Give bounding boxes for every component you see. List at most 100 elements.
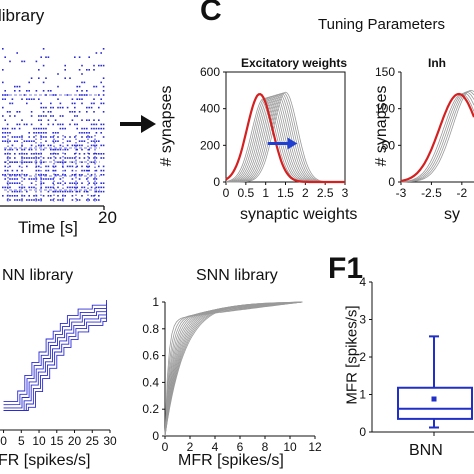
raster-spike	[42, 148, 45, 151]
raster-spike	[59, 157, 62, 159]
raster-spike	[95, 190, 98, 193]
inh-xtick-label: -2.5	[421, 186, 442, 200]
raster-spike	[69, 77, 71, 79]
raster-spike	[40, 115, 42, 117]
raster-spike	[76, 98, 78, 100]
raster-spike	[71, 98, 74, 100]
raster-spike	[2, 132, 4, 134]
raster-spike	[86, 132, 88, 134]
raster-spike	[30, 199, 33, 201]
raster-spike	[71, 178, 74, 180]
raster-spike	[11, 148, 14, 151]
raster-spike	[11, 161, 14, 163]
raster-spike	[59, 148, 62, 151]
raster-spike	[88, 182, 90, 184]
raster-spike	[9, 148, 11, 151]
raster-spike	[78, 153, 81, 155]
raster-spike	[76, 190, 78, 193]
raster-spike	[6, 123, 9, 126]
raster-spike	[74, 56, 76, 58]
raster-spike	[6, 132, 9, 134]
raster-spike	[2, 186, 4, 189]
raster-spike	[23, 148, 26, 151]
snn-cdf-curve	[164, 301, 303, 437]
raster-spike	[16, 169, 18, 172]
raster-spike	[42, 127, 45, 130]
raster-spike	[47, 165, 50, 168]
raster-spike	[93, 153, 95, 155]
raster-spike	[69, 157, 71, 159]
bnn-cdf-curve	[3, 309, 107, 411]
exc-xtick-label: 0.5	[237, 186, 254, 200]
raster-spike	[21, 60, 23, 63]
raster-spike	[88, 56, 90, 58]
raster-spike	[100, 132, 102, 134]
raster-spike	[71, 102, 74, 105]
raster-spike	[78, 144, 81, 147]
raster-spike	[4, 119, 6, 121]
raster-spike	[62, 106, 64, 109]
bnn-cdf-curve	[3, 313, 107, 411]
inh-ytick-label: 0	[388, 175, 395, 189]
raster-spike	[47, 56, 50, 58]
raster-spike	[38, 165, 40, 168]
inh-family-curve	[400, 93, 474, 183]
raster-spike	[100, 186, 102, 189]
raster-spike	[98, 64, 100, 67]
raster-spike	[57, 190, 59, 193]
raster-spike	[6, 186, 9, 189]
raster-spike	[42, 161, 45, 163]
raster-spike	[78, 85, 81, 88]
raster-spike	[38, 174, 40, 176]
raster-spike	[88, 69, 90, 71]
raster-spike	[95, 186, 98, 189]
raster-spike	[74, 115, 76, 117]
raster-spike	[64, 148, 66, 151]
raster-spike	[59, 182, 62, 184]
raster-spike	[100, 153, 102, 155]
inh-family-curve	[401, 89, 474, 183]
raster-spike	[102, 64, 105, 67]
raster-spike	[83, 153, 86, 155]
raster-spike	[98, 140, 100, 142]
raster-spike	[9, 153, 11, 155]
raster-spike	[33, 199, 35, 201]
raster-spike	[98, 153, 100, 155]
raster-spike	[62, 115, 64, 117]
raster-spike	[57, 195, 59, 197]
raster-spike	[14, 136, 16, 138]
raster-spike	[26, 199, 28, 201]
raster-spike	[40, 127, 42, 130]
raster-spike	[93, 123, 95, 126]
raster-spike	[78, 190, 81, 193]
raster-spike	[2, 195, 4, 197]
raster-spike	[74, 144, 76, 147]
raster-spike	[54, 169, 57, 172]
exc-xtick-label: 2.5	[317, 186, 334, 200]
raster-spike	[50, 111, 52, 113]
raster-spike	[14, 85, 16, 88]
raster-spike	[23, 186, 26, 189]
raster-spike	[76, 90, 78, 92]
raster-spike	[71, 186, 74, 189]
raster-spike	[4, 132, 6, 134]
raster-spike	[18, 190, 21, 193]
raster-spike	[62, 199, 64, 201]
raster-spike	[88, 153, 90, 155]
raster-spike	[98, 119, 100, 121]
raster-spike	[50, 115, 52, 117]
raster-spike	[11, 102, 14, 105]
raster-spike	[64, 157, 66, 159]
raster-spike	[14, 178, 16, 180]
raster-spike	[2, 98, 4, 100]
raster-spike	[52, 165, 54, 168]
snn-ytick-label: 1	[152, 295, 159, 309]
inh-xtick-label: -3	[396, 186, 407, 200]
raster-spike	[2, 174, 4, 176]
raster-spike	[57, 186, 59, 189]
raster-spike	[47, 186, 50, 189]
raster-spike	[95, 140, 98, 142]
raster-spike	[52, 182, 54, 184]
inh-xtick-label: -2	[456, 186, 467, 200]
raster-spike	[18, 174, 21, 176]
